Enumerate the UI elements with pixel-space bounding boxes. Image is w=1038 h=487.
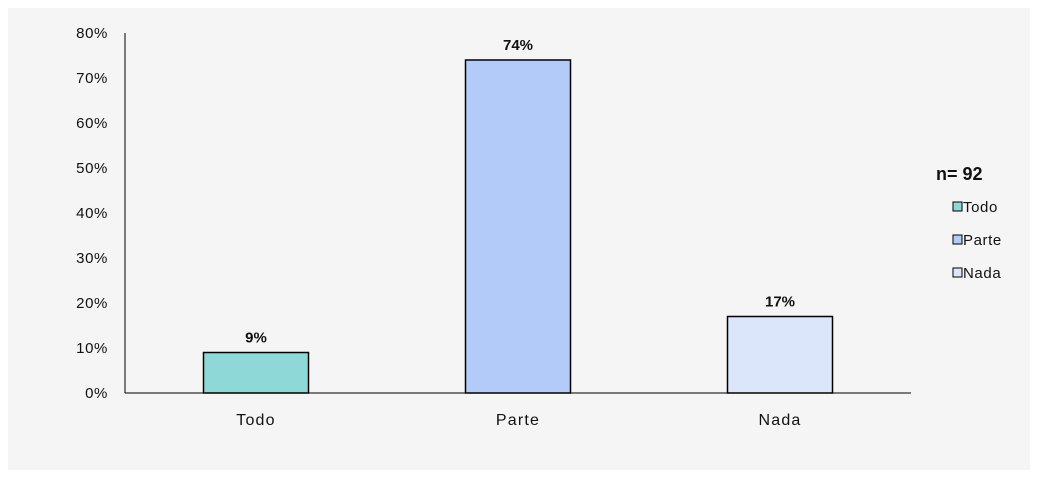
y-tick-label: 20%	[76, 295, 108, 312]
y-tick-label: 50%	[76, 160, 108, 177]
chart-area: 0% 10% 20% 30% 40% 50% 60% 70% 80% 9% 74% 17% Todo…	[8, 8, 1030, 470]
y-tick-label: 10%	[76, 340, 108, 357]
legend-title: n= 92	[936, 164, 983, 184]
x-tick-label: Nada	[758, 412, 801, 429]
bars	[202, 59, 834, 394]
y-tick-label: 30%	[76, 250, 108, 267]
legend-swatch-nada	[952, 267, 963, 278]
x-tick-label: Parte	[496, 412, 540, 429]
x-axis-labels: Todo Parte Nada	[236, 412, 801, 429]
legend-label-todo: Todo	[963, 199, 998, 216]
bar-todo	[202, 351, 310, 394]
data-label: 9%	[245, 330, 267, 347]
legend-label-parte: Parte	[963, 232, 1002, 249]
data-labels: 9% 74% 17%	[245, 37, 795, 347]
legend-label-nada: Nada	[963, 265, 1001, 282]
y-tick-label: 80%	[76, 25, 108, 42]
bar-parte	[464, 59, 572, 394]
data-label: 74%	[503, 37, 533, 54]
x-tick-label: Todo	[236, 412, 276, 429]
legend-swatch-parte	[952, 234, 963, 245]
y-tick-label: 60%	[76, 115, 108, 132]
legend-swatch-todo	[952, 201, 963, 212]
bar-chart: 0% 10% 20% 30% 40% 50% 60% 70% 80% 9% 74% 17% Todo…	[76, 25, 1002, 429]
y-tick-label: 0%	[85, 385, 108, 402]
y-tick-label: 40%	[76, 205, 108, 222]
y-tick-label: 70%	[76, 70, 108, 87]
legend: n= 92 Todo Parte Nada	[936, 164, 1002, 282]
data-label: 17%	[765, 294, 795, 311]
y-axis-ticks: 0% 10% 20% 30% 40% 50% 60% 70% 80%	[76, 25, 108, 402]
bar-nada	[726, 315, 834, 394]
